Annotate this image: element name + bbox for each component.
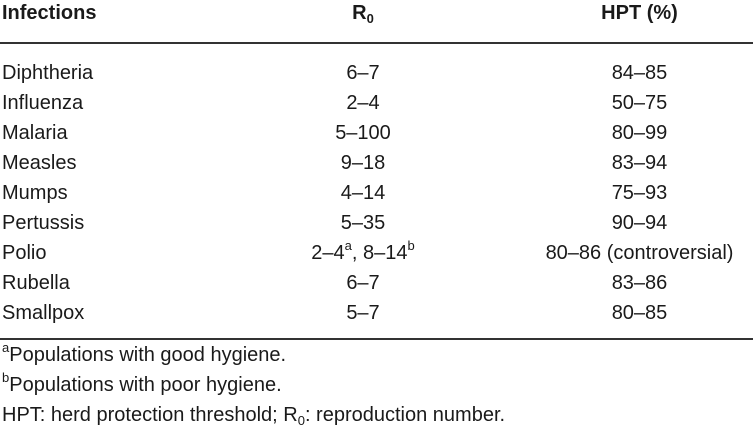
r0-value-part2: 8–14 [363, 242, 408, 264]
table-row: Pertussis 5–35 90–94 [0, 208, 753, 238]
header-infections: Infections [2, 2, 97, 24]
table-row: Smallpox 5–7 80–85 [0, 298, 753, 328]
bottom-rule [0, 328, 753, 340]
footnote-marker-a: a [344, 238, 352, 253]
cell-infection: Polio [2, 242, 47, 264]
table-row: Measles 9–18 83–94 [0, 148, 753, 178]
r0-value-part1: 2–4 [311, 242, 345, 264]
cell-r0: 6–7 [346, 272, 380, 294]
abbreviations-note: HPT: herd protection threshold; R0: repr… [2, 400, 505, 430]
cell-hpt: 83–86 [611, 272, 668, 294]
cell-infection: Pertussis [2, 212, 85, 234]
cell-r0: 6–7 [346, 62, 380, 84]
cell-r0: 5–35 [340, 212, 386, 234]
abbr-text-part1: HPT: herd protection threshold; R [2, 404, 298, 426]
footnote-a-marker: a [2, 340, 10, 355]
cell-hpt: 75–93 [611, 182, 668, 204]
cell-infection: Malaria [2, 122, 68, 144]
footnote-a: aPopulations with good hygiene. [2, 340, 505, 370]
header-r0: R0 [250, 0, 450, 43]
table-row: Rubella 6–7 83–86 [0, 268, 753, 298]
table-row: Influenza 2–4 50–75 [0, 88, 753, 118]
cell-hpt: 80–85 [611, 302, 668, 324]
cell-r0: 9–18 [340, 152, 386, 174]
cell-infection: Diphtheria [2, 62, 94, 84]
table-row: Mumps 4–14 75–93 [0, 178, 753, 208]
footnote-b-text: Populations with poor hygiene. [9, 374, 282, 396]
top-rule [0, 42, 753, 58]
table-footnotes: aPopulations with good hygiene. bPopulat… [2, 340, 505, 430]
header-r0-subscript: 0 [366, 11, 374, 26]
cell-hpt: 50–75 [611, 92, 668, 114]
footnote-marker-b: b [407, 238, 415, 253]
cell-r0: 5–7 [346, 302, 380, 324]
abbr-r0-subscript: 0 [297, 413, 305, 428]
footnote-b: bPopulations with poor hygiene. [2, 370, 505, 400]
cell-hpt: 90–94 [611, 212, 668, 234]
cell-r0: 2–4a, 8–14b [250, 238, 450, 268]
data-table: Infections R0 HPT (%) Diphtheria 6–7 84–… [0, 0, 753, 340]
cell-hpt: 84–85 [611, 62, 668, 84]
cell-infection: Measles [2, 152, 77, 174]
table-row: Polio 2–4a, 8–14b 80–86 (controversial) [0, 238, 753, 268]
footnote-a-text: Populations with good hygiene. [9, 344, 287, 366]
cell-infection: Influenza [2, 92, 84, 114]
cell-r0: 4–14 [340, 182, 386, 204]
header-r0-base: R [352, 2, 367, 24]
cell-hpt: 83–94 [611, 152, 668, 174]
cell-hpt: 80–99 [611, 122, 668, 144]
header-hpt: HPT (%) [601, 2, 678, 24]
abbr-text-part2: : reproduction number. [304, 404, 506, 426]
cell-infection: Mumps [2, 182, 68, 204]
footnote-b-marker: b [2, 370, 10, 385]
r0-separator: , [351, 242, 363, 264]
infection-threshold-table: Infections R0 HPT (%) Diphtheria 6–7 84–… [0, 0, 753, 340]
cell-r0: 5–100 [335, 122, 391, 144]
cell-hpt: 80–86 (controversial) [545, 242, 734, 264]
cell-infection: Rubella [2, 272, 70, 294]
table-row: Malaria 5–100 80–99 [0, 118, 753, 148]
cell-infection: Smallpox [2, 302, 85, 324]
cell-r0: 2–4 [346, 92, 380, 114]
header-row: Infections R0 HPT (%) [0, 0, 753, 43]
table-row: Diphtheria 6–7 84–85 [0, 58, 753, 88]
